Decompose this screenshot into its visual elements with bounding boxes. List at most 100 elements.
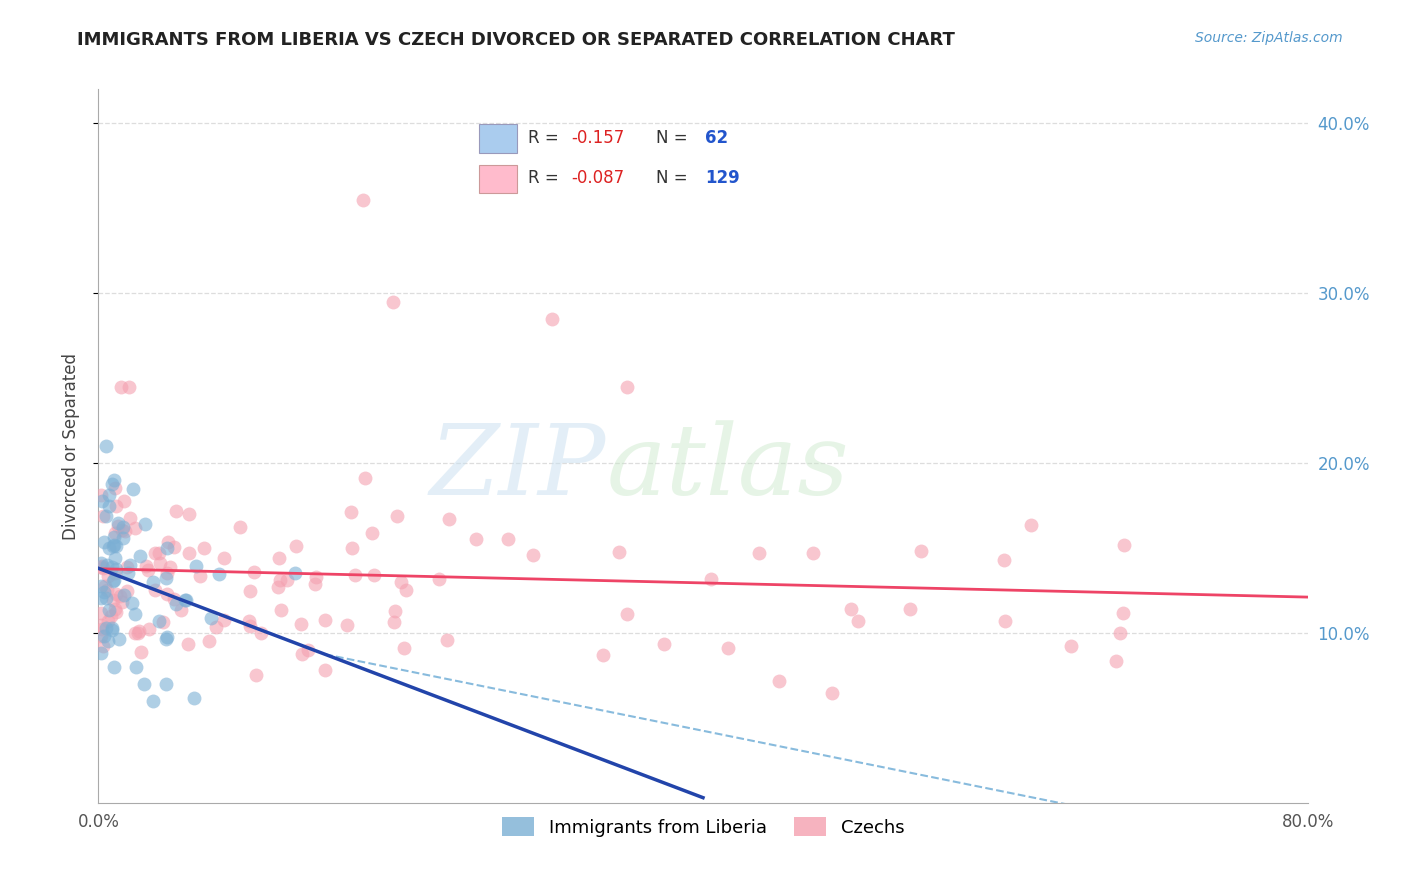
Point: [522, 549, 544, 563]
Point: [155, 571, 177, 585]
Point: [768, 674, 790, 689]
Point: [108, 632, 131, 646]
Point: [124, 607, 146, 621]
Point: [382, 615, 405, 630]
Point: [498, 533, 520, 547]
Point: [112, 519, 135, 533]
Point: [90, 488, 112, 502]
Point: [132, 677, 155, 691]
Point: [101, 621, 124, 635]
Point: [616, 379, 638, 393]
Point: [104, 562, 127, 576]
Point: [101, 574, 124, 588]
Point: [90, 560, 112, 574]
Point: [97, 603, 120, 617]
Point: [177, 637, 200, 651]
Point: [93, 535, 115, 549]
Point: [848, 614, 870, 628]
Point: [96, 582, 118, 597]
Point: [101, 476, 124, 491]
Point: [155, 632, 177, 646]
Point: [98, 500, 121, 514]
Point: [111, 523, 134, 537]
Text: ZIP: ZIP: [430, 420, 606, 515]
Point: [163, 592, 186, 607]
Point: [212, 551, 235, 566]
Point: [90, 629, 112, 643]
Point: [229, 519, 252, 533]
Point: [100, 560, 122, 574]
Point: [297, 643, 319, 657]
Point: [269, 573, 291, 587]
Point: [104, 526, 127, 541]
Point: [336, 618, 359, 632]
Point: [155, 677, 177, 691]
Point: [101, 623, 124, 637]
Point: [91, 639, 114, 653]
Point: [314, 613, 336, 627]
Point: [96, 558, 118, 572]
Point: [143, 546, 166, 560]
Point: [183, 691, 205, 706]
Point: [107, 519, 129, 533]
Point: [465, 532, 488, 546]
Point: [128, 624, 150, 638]
Point: [801, 545, 824, 559]
Point: [163, 541, 186, 555]
Point: [340, 504, 363, 518]
Point: [90, 494, 112, 508]
Point: [91, 623, 114, 637]
Point: [193, 541, 215, 555]
Point: [118, 511, 141, 525]
Point: [188, 569, 211, 583]
Point: [165, 597, 187, 611]
Text: IMMIGRANTS FROM LIBERIA VS CZECH DIVORCED OR SEPARATED CORRELATION CHART: IMMIGRANTS FROM LIBERIA VS CZECH DIVORCE…: [77, 31, 955, 49]
Point: [344, 568, 367, 582]
Point: [276, 573, 298, 587]
Point: [114, 524, 136, 538]
Point: [249, 626, 271, 640]
Point: [198, 633, 221, 648]
Point: [389, 575, 412, 590]
Point: [148, 546, 170, 560]
Point: [97, 541, 120, 555]
Point: [267, 550, 290, 565]
Point: [103, 573, 125, 587]
Point: [179, 507, 201, 521]
Point: [105, 500, 128, 514]
Point: [118, 379, 141, 393]
Point: [117, 566, 139, 581]
Point: [159, 560, 181, 574]
Point: [363, 568, 385, 582]
Point: [157, 535, 180, 549]
Point: [212, 614, 235, 628]
Point: [652, 636, 675, 650]
Point: [382, 294, 405, 309]
Point: [1109, 626, 1132, 640]
Point: [91, 561, 114, 575]
Point: [93, 629, 115, 643]
Point: [616, 607, 638, 621]
Point: [184, 559, 207, 574]
Point: [290, 616, 312, 631]
Point: [105, 605, 128, 619]
Point: [112, 493, 135, 508]
Point: [437, 512, 460, 526]
Point: [898, 602, 921, 616]
Point: [205, 620, 228, 634]
Point: [104, 587, 127, 601]
Point: [115, 560, 138, 574]
Point: [131, 645, 153, 659]
Point: [117, 583, 139, 598]
Point: [208, 566, 231, 581]
Point: [103, 593, 125, 607]
Point: [156, 541, 179, 555]
Point: [90, 557, 112, 571]
Point: [103, 473, 125, 487]
Point: [108, 589, 131, 603]
Point: [103, 530, 125, 544]
Point: [1060, 639, 1083, 653]
Point: [118, 558, 141, 572]
Point: [285, 539, 308, 553]
Point: [177, 546, 200, 560]
